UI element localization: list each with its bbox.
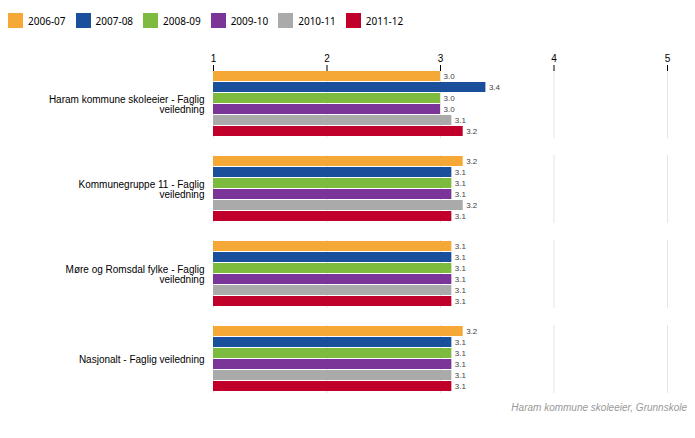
html-text:Haram kommune skoleeier, Grunn: Haram kommune skoleeier, Grunnskole (511, 402, 687, 413)
svg-text:3.1: 3.1 (455, 275, 467, 284)
svg-text:3.1: 3.1 (455, 286, 467, 295)
svg-text:Nasjonalt - Faglig veiledning: Nasjonalt - Faglig veiledning (79, 354, 205, 365)
svg-text:3.1: 3.1 (455, 190, 467, 199)
svg-text:3.1: 3.1 (455, 382, 467, 391)
svg-text:2: 2 (324, 53, 330, 64)
svg-text:5: 5 (665, 53, 671, 64)
html-text:2010-11: 2010-11 (298, 13, 336, 28)
svg-text:3.1: 3.1 (455, 179, 467, 188)
svg-text:3.0: 3.0 (444, 105, 456, 114)
svg-text:4: 4 (551, 53, 557, 64)
svg-text:3.0: 3.0 (444, 72, 456, 81)
svg-text:3.1: 3.1 (455, 242, 467, 251)
html-text:2009-10: 2009-10 (230, 13, 269, 28)
svg-text:3.1: 3.1 (455, 212, 467, 221)
svg-text:Møre og Romsdal fylke - Faglig: Møre og Romsdal fylke - Fagligveiledning (66, 264, 205, 285)
svg-text:3.0: 3.0 (444, 94, 456, 103)
html-text:2011-12: 2011-12 (365, 13, 404, 28)
svg-text:3.1: 3.1 (455, 253, 467, 262)
svg-text:3.2: 3.2 (466, 327, 478, 336)
svg-text:3.1: 3.1 (455, 264, 467, 273)
svg-text:3.1: 3.1 (455, 297, 467, 306)
svg-text:3.1: 3.1 (455, 360, 467, 369)
svg-text:3.1: 3.1 (455, 349, 467, 358)
html-text:2007-08: 2007-08 (95, 13, 134, 28)
svg-text:3.1: 3.1 (455, 168, 467, 177)
svg-text:3.1: 3.1 (455, 371, 467, 380)
svg-text:3.2: 3.2 (466, 157, 478, 166)
html-text:2008-09: 2008-09 (163, 13, 201, 28)
svg-text:Kommunegruppe 11 - Fagligveile: Kommunegruppe 11 - Fagligveiledning (79, 179, 205, 200)
svg-text:3: 3 (438, 53, 444, 64)
svg-text:3.1: 3.1 (455, 338, 467, 347)
svg-text:3.1: 3.1 (455, 116, 467, 125)
svg-text:1: 1 (211, 53, 217, 64)
svg-text:3.4: 3.4 (489, 83, 501, 92)
html-text:2006-07: 2006-07 (28, 13, 66, 28)
svg-text:3.2: 3.2 (466, 201, 478, 210)
svg-text:3.2: 3.2 (466, 127, 478, 136)
svg-text:Haram kommune skoleeier - Fagl: Haram kommune skoleeier - Fagligveiledni… (49, 94, 205, 115)
